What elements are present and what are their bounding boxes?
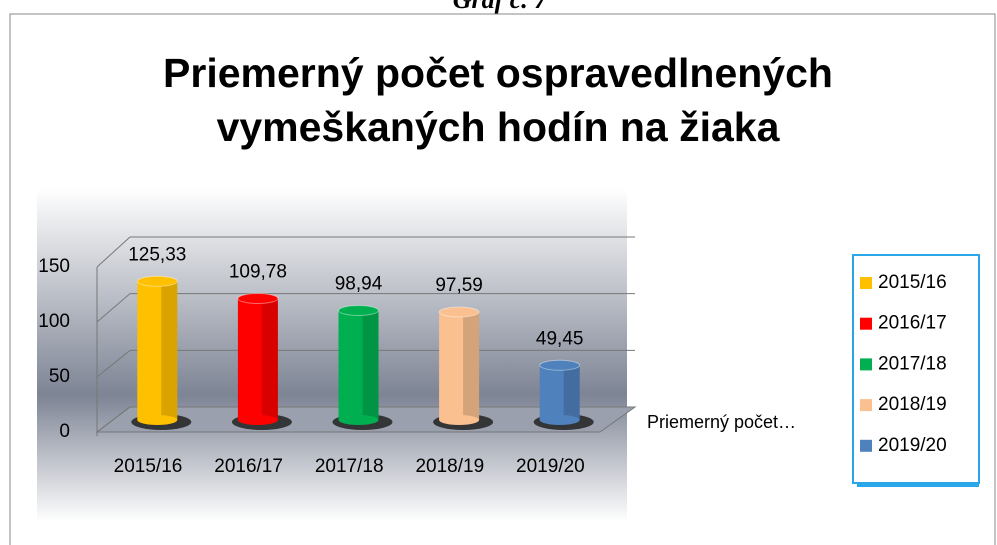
bar-top: [539, 359, 581, 371]
data-label: 109,78: [229, 262, 287, 283]
legend-swatch: [860, 277, 872, 289]
legend-swatch: [860, 358, 872, 371]
x-tick-label: 2016/17: [214, 456, 283, 477]
bar-shade: [161, 281, 178, 420]
bar-shade: [463, 312, 480, 420]
data-label: 97,59: [435, 275, 483, 296]
legend-swatch: [860, 399, 872, 412]
data-label: 49,45: [536, 328, 584, 349]
bar: [136, 275, 178, 425]
bar-base: [539, 415, 580, 425]
x-tick-label: 2017/18: [315, 456, 384, 477]
data-label: 98,94: [335, 274, 383, 295]
legend-label: 2016/17: [878, 313, 947, 334]
legend-label: 2019/20: [878, 435, 947, 456]
bar: [539, 359, 581, 425]
bar-shade: [261, 298, 278, 420]
bar-top: [438, 306, 480, 318]
grid-line: [96, 406, 131, 433]
legend-label: 2015/16: [878, 272, 947, 293]
bar-shade: [362, 310, 379, 420]
bar-top: [237, 293, 279, 305]
bar: [438, 306, 480, 425]
grid-line: [96, 236, 131, 268]
bar-body: [338, 310, 379, 420]
grid-line: [96, 349, 131, 378]
bar-body: [439, 312, 480, 420]
x-tick-label: 2019/20: [516, 456, 585, 477]
y-tick-label: 0: [59, 421, 70, 442]
legend-swatch: [860, 317, 872, 330]
bar: [237, 293, 279, 425]
data-label: 125,33: [128, 244, 186, 265]
y-tick-label: 100: [38, 311, 70, 332]
bar-top: [338, 305, 379, 317]
bar-top: [136, 275, 178, 287]
legend-swatch: [860, 439, 872, 452]
bar-shade: [563, 365, 580, 420]
chart-title: vymeškaných hodín na žiaka: [217, 104, 781, 150]
y-tick-label: 50: [49, 366, 70, 387]
legend-label: 2018/19: [878, 394, 947, 415]
bar: [338, 305, 379, 425]
bar-body: [539, 365, 580, 420]
bar-body: [137, 281, 178, 420]
grid-line: [96, 293, 131, 323]
caption: Graf č. 7: [453, 0, 549, 14]
bar-body: [237, 298, 278, 420]
legend-label: 2017/18: [878, 353, 947, 374]
bar-base: [237, 415, 278, 425]
depth-label: Priemerný počet…: [647, 412, 796, 432]
x-tick-label: 2018/19: [415, 456, 484, 477]
plot-background: [37, 188, 627, 522]
bar-base: [439, 415, 480, 425]
bar-base: [137, 415, 178, 425]
bar-base: [338, 415, 379, 425]
x-tick-label: 2015/16: [114, 456, 183, 477]
y-tick-label: 150: [38, 256, 70, 277]
chart-title: Priemerný počet ospravedlnených: [163, 50, 833, 96]
